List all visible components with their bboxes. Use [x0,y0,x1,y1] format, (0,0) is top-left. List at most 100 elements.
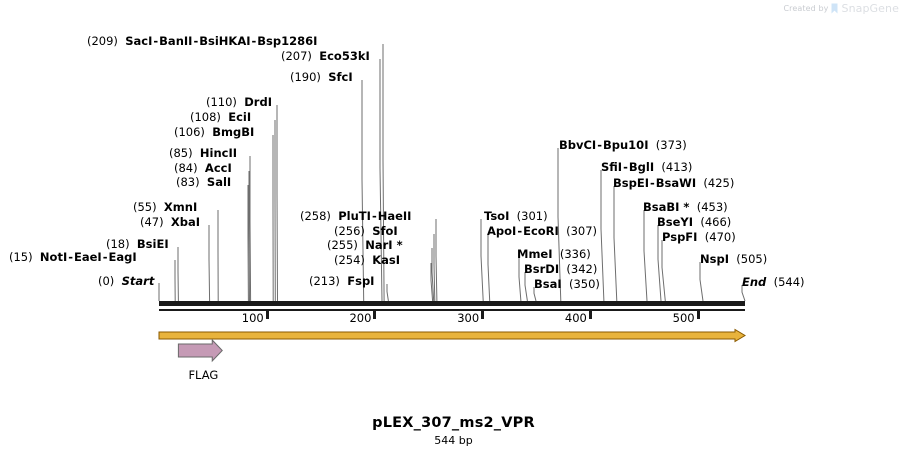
ruler-tick [481,311,485,319]
enzyme-site-label[interactable]: (110) DrdI [206,96,272,109]
enzyme-name-separator: - [623,160,628,174]
enzyme-name: EciI [228,110,252,124]
enzyme-name-separator: - [193,34,199,48]
enzyme-site-label[interactable]: End (544) [742,276,805,289]
ruler-tick-label: 200 [349,311,372,325]
enzyme-site-label[interactable]: (83) SalI [176,176,231,189]
enzyme-site-label[interactable]: BsaBI * (453) [643,201,728,214]
ruler-tick [373,311,377,319]
enzyme-name-separator: - [102,250,108,264]
enzyme-name: BsiEI [136,237,169,251]
enzyme-name: TsoI [484,209,510,223]
enzyme-position: (110) [206,95,237,109]
enzyme-site-label[interactable]: MmeI (336) [517,248,591,261]
enzyme-site-label[interactable]: (55) XmnI [133,201,197,214]
enzyme-site-label[interactable]: (255) NarI * [327,239,403,252]
ruler-tick-label: 100 [241,311,264,325]
enzyme-name: HaeII [377,209,412,223]
enzyme-site-label[interactable]: BsrDI (342) [524,263,597,276]
snapgene-bookmark-icon [831,3,838,14]
ruler-tick-label: 300 [457,311,480,325]
ruler-tick-label: 500 [672,311,695,325]
enzyme-name-separator: - [649,176,655,190]
enzyme-site-label[interactable]: (18) BsiEI [106,238,169,251]
enzyme-site-label[interactable]: (190) SfcI [290,71,353,84]
enzyme-name: PspFI [662,230,698,244]
ruler-tick-label: 400 [564,311,587,325]
plasmid-title: pLEX_307_ms2_VPR [372,415,535,431]
enzyme-name: BsrDI [524,262,560,276]
enzyme-name: NspI [700,252,729,266]
enzyme-name: SfcI [328,70,353,84]
enzyme-site-label[interactable]: (47) XbaI [140,216,200,229]
enzyme-position: (425) [703,176,735,190]
enzyme-position: (258) [300,209,331,223]
orf-arrow[interactable] [158,328,746,343]
enzyme-site-label[interactable]: (256) SfoI [334,225,398,238]
enzyme-site-label[interactable]: BsaI (350) [534,278,600,291]
enzyme-site-label[interactable]: NspI (505) [700,253,767,266]
enzyme-name-separator: - [153,34,159,48]
enzyme-site-label[interactable]: (15) NotI-EaeI-EagI [9,251,137,264]
enzyme-name: AccI [204,161,232,175]
enzyme-position: (85) [169,146,193,160]
enzyme-site-label[interactable]: (84) AccI [174,162,232,175]
enzyme-position: (209) [87,34,118,48]
enzyme-name-separator: - [597,138,602,152]
enzyme-position: (18) [106,237,130,251]
snapgene-watermark: Created by SnapGene [783,2,899,15]
enzyme-site-label[interactable]: SfiI-BglI (413) [601,161,692,174]
enzyme-name: End [742,275,767,289]
enzyme-site-label[interactable]: (209) SacI-BanII-BsiHKAI-Bsp1286I [87,35,317,48]
enzyme-site-label[interactable]: BseYI (466) [657,216,731,229]
enzyme-position: (55) [133,200,157,214]
enzyme-name: BseYI [657,215,694,229]
ruler-baseline [159,309,745,311]
enzyme-position: (15) [9,250,33,264]
enzyme-site-label[interactable]: (108) EciI [190,111,251,124]
enzyme-name-separator: - [371,209,377,223]
enzyme-position: (413) [661,160,693,174]
enzyme-name: EagI [108,250,137,264]
enzyme-position: (466) [700,215,732,229]
enzyme-position: (106) [174,125,205,139]
ruler-tick [265,311,269,319]
enzyme-site-label[interactable]: BbvCI-Bpu10I (373) [559,139,687,152]
enzyme-site-label[interactable]: (213) FspI [309,275,374,288]
enzyme-name: SfiI [601,160,623,174]
enzyme-position: (350) [568,277,600,291]
enzyme-name: Bsp1286I [257,34,318,48]
enzyme-name: PluTI [338,209,371,223]
enzyme-site-label[interactable]: (85) HincII [169,147,237,160]
enzyme-site-label[interactable]: (0) Start [98,275,154,288]
enzyme-name-separator: - [68,250,74,264]
enzyme-position: (373) [655,138,687,152]
enzyme-site-label[interactable]: PspFI (470) [662,231,736,244]
enzyme-site-label[interactable]: (106) BmgBI [174,126,254,139]
enzyme-name: BsaI [534,277,562,291]
enzyme-site-label[interactable]: ApoI-EcoRI (307) [487,225,597,238]
enzyme-name: NotI [39,250,68,264]
enzyme-site-label[interactable]: (258) PluTI-HaeII [300,210,411,223]
enzyme-site-label[interactable]: BspEI-BsaWI (425) [613,177,734,190]
enzyme-name: BmgBI [212,125,255,139]
watermark-created-by-label: Created by [783,4,829,13]
enzyme-position: (307) [566,224,598,238]
enzyme-position: (84) [174,161,198,175]
sequence-backbone-bar[interactable] [159,301,745,306]
enzyme-name: SalI [206,175,232,189]
enzyme-position: (190) [290,70,321,84]
enzyme-position: (254) [334,253,365,267]
enzyme-site-label[interactable]: (254) KasI [334,254,400,267]
enzyme-name: SfoI [372,224,398,238]
feature-arrow-flag[interactable] [177,338,223,363]
enzyme-position: (108) [190,110,221,124]
enzyme-name-separator: - [251,34,257,48]
enzyme-site-label[interactable]: (207) Eco53kI [281,50,370,63]
enzyme-site-label[interactable]: TsoI (301) [484,210,548,223]
enzyme-name: XmnI [163,200,198,214]
feature-label-flag[interactable]: FLAG [188,368,219,382]
